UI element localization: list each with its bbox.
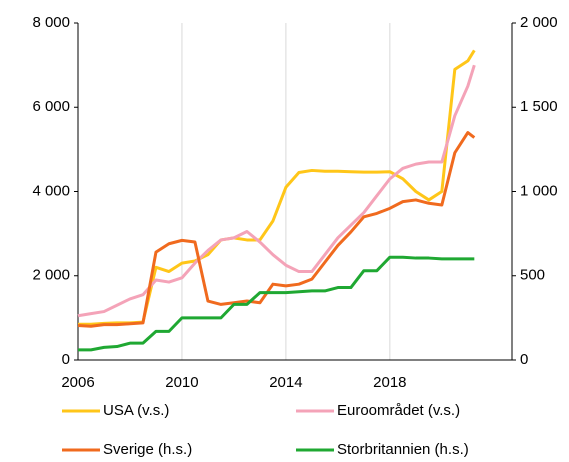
y2-tick-label: 2 000 — [520, 14, 558, 31]
x-tick-label: 2006 — [61, 374, 94, 391]
legend-label: Sverige (h.s.) — [103, 441, 192, 458]
series-line — [77, 64, 476, 318]
x-tick-label: 2014 — [269, 374, 302, 391]
x-tick-label: 2010 — [165, 374, 198, 391]
y2-tick-label: 500 — [520, 267, 545, 284]
y2-tick-label: 1 000 — [520, 182, 558, 199]
y-tick-label: 8 000 — [32, 14, 70, 31]
series-line — [77, 131, 476, 328]
y2-tick-label: 1 500 — [520, 98, 558, 115]
y-tick-label: 0 — [62, 351, 70, 368]
legend-label: Storbritannien (h.s.) — [337, 441, 469, 458]
y-tick-label: 4 000 — [32, 182, 70, 199]
legend-label: Euroområdet (v.s.) — [337, 402, 460, 419]
y2-tick-label: 0 — [520, 351, 528, 368]
series-line — [78, 255, 475, 352]
legend-label: USA (v.s.) — [103, 402, 169, 419]
x-tick-label: 2018 — [373, 374, 406, 391]
y-tick-label: 2 000 — [32, 267, 70, 284]
y-tick-label: 6 000 — [32, 98, 70, 115]
